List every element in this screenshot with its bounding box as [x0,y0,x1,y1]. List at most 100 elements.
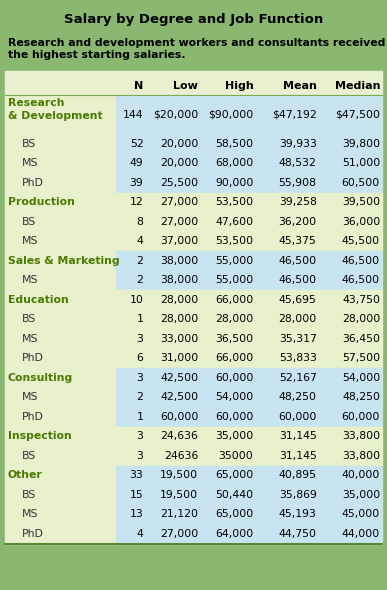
Text: 53,833: 53,833 [279,353,317,363]
Text: 36,000: 36,000 [342,217,380,227]
Text: BS: BS [22,314,36,325]
Bar [5,192,116,212]
Text: High: High [224,81,253,91]
Bar [116,466,382,485]
Text: $47,192: $47,192 [272,110,317,120]
Text: 36,200: 36,200 [279,217,317,227]
Text: 53,500: 53,500 [215,236,253,246]
Text: 31,000: 31,000 [160,353,199,363]
Text: 33,000: 33,000 [160,334,199,344]
Text: PhD: PhD [22,353,44,363]
Text: 144: 144 [123,110,144,120]
Text: 1: 1 [137,314,144,325]
Bar [116,349,382,368]
Text: 42,500: 42,500 [160,373,199,383]
Text: 19,500: 19,500 [160,470,199,480]
Text: $20,000: $20,000 [153,110,199,120]
Text: 33,800: 33,800 [342,451,380,461]
Text: BS: BS [22,139,36,149]
Text: 37,000: 37,000 [160,236,199,246]
Text: 38,000: 38,000 [160,276,199,285]
Bar [116,95,382,134]
Text: 40,000: 40,000 [342,470,380,480]
Text: 24636: 24636 [164,451,199,461]
Bar [5,388,116,407]
Text: Education: Education [8,295,69,305]
Bar [116,153,382,173]
Text: 46,500: 46,500 [279,255,317,266]
Text: 45,000: 45,000 [342,509,380,519]
Text: 3: 3 [137,451,144,461]
Text: $47,500: $47,500 [335,110,380,120]
Bar [5,290,116,310]
Text: 36,500: 36,500 [215,334,253,344]
Text: Research and development workers and consultants received
the highest starting s: Research and development workers and con… [8,38,385,60]
Bar [116,407,382,427]
Text: MS: MS [22,158,38,168]
Text: 51,000: 51,000 [342,158,380,168]
Text: 25,500: 25,500 [160,178,199,188]
Bar [5,173,116,192]
Text: 35,317: 35,317 [279,334,317,344]
Text: 66,000: 66,000 [215,353,253,363]
Text: MS: MS [22,276,38,285]
Bar [5,251,116,270]
Text: BS: BS [22,217,36,227]
Bar [116,290,382,310]
Text: 39,258: 39,258 [279,197,317,207]
Text: 27,000: 27,000 [160,217,199,227]
Text: 8: 8 [137,217,144,227]
Text: 44,750: 44,750 [279,529,317,539]
Text: 3: 3 [137,334,144,344]
Text: BS: BS [22,490,36,500]
Text: 58,500: 58,500 [215,139,253,149]
Text: Inspection: Inspection [8,431,72,441]
Text: 52: 52 [130,139,144,149]
Text: 19,500: 19,500 [160,490,199,500]
Text: 13: 13 [130,509,144,519]
Bar [116,504,382,524]
Text: 39,933: 39,933 [279,139,317,149]
Text: 33,800: 33,800 [342,431,380,441]
Bar [116,192,382,212]
Bar [5,368,116,388]
Text: 49: 49 [130,158,144,168]
Bar [116,329,382,349]
Text: PhD: PhD [22,178,44,188]
Text: 35000: 35000 [219,451,253,461]
Bar [5,134,116,153]
Text: 27,000: 27,000 [160,197,199,207]
Bar [5,212,116,231]
Text: 15: 15 [130,490,144,500]
Text: 24,636: 24,636 [161,431,199,441]
Text: 53,500: 53,500 [215,197,253,207]
Bar [0,33,387,71]
Bar [116,173,382,192]
Text: 6: 6 [137,353,144,363]
Text: 12: 12 [130,197,144,207]
Text: 64,000: 64,000 [215,529,253,539]
Bar [5,524,116,543]
Text: 20,000: 20,000 [160,158,199,168]
Text: 38,000: 38,000 [160,255,199,266]
Bar [5,427,116,446]
Bar [5,95,116,134]
Text: 28,000: 28,000 [160,295,199,305]
Text: 4: 4 [137,236,144,246]
Bar [5,446,116,466]
Text: BS: BS [22,451,36,461]
Text: 45,500: 45,500 [342,236,380,246]
Text: 2: 2 [137,255,144,266]
Text: 3: 3 [137,431,144,441]
Text: PhD: PhD [22,529,44,539]
Text: $90,000: $90,000 [208,110,253,120]
Bar [116,134,382,153]
Text: MS: MS [22,392,38,402]
Bar [5,71,382,77]
Text: 43,750: 43,750 [342,295,380,305]
Text: 21,120: 21,120 [160,509,199,519]
Text: 55,000: 55,000 [215,255,253,266]
Text: 60,000: 60,000 [215,412,253,422]
Text: 2: 2 [137,392,144,402]
Text: 48,250: 48,250 [342,392,380,402]
